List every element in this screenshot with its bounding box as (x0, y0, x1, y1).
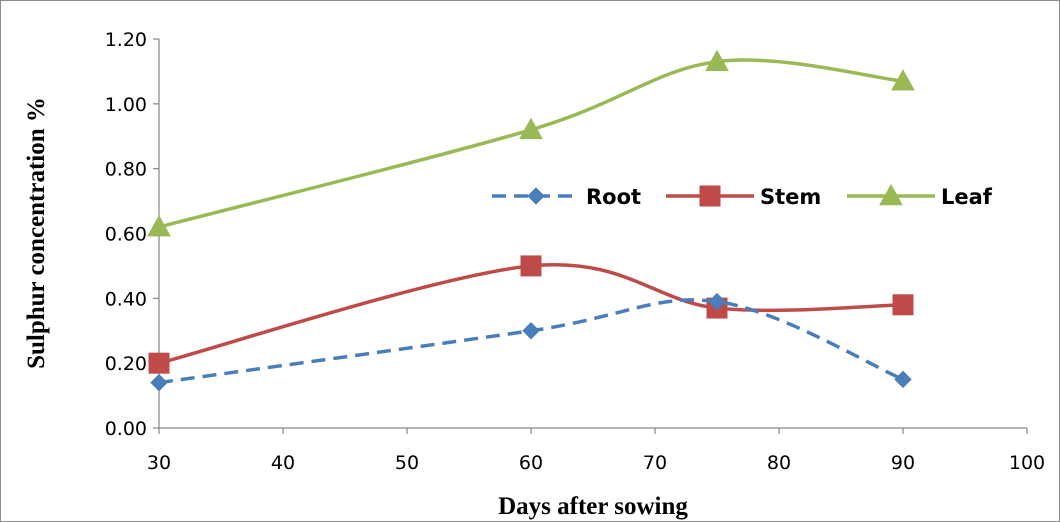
data-point-leaf (147, 214, 171, 237)
legend-label-root: Root (586, 185, 641, 209)
x-tick-label: 50 (395, 452, 419, 474)
legend-label-leaf: Leaf (941, 185, 993, 209)
series-layer (147, 49, 915, 392)
y-tick-label: 0.20 (105, 353, 147, 375)
legend-marker-root (527, 187, 545, 205)
y-tick-label: 1.20 (105, 29, 147, 51)
legend-item-root: Root (492, 185, 641, 209)
data-point-leaf (519, 117, 543, 140)
data-point-leaf (705, 49, 729, 71)
y-tick-label: 0.60 (105, 224, 147, 246)
series-leaf (147, 49, 915, 237)
x-axis-title: Days after sowing (498, 493, 688, 520)
series-line-leaf (158, 58, 904, 229)
y-axis-title: Sulphur concentration % (23, 97, 50, 369)
data-point-stem (148, 352, 170, 374)
x-tick-label: 80 (767, 452, 791, 474)
legend-label-stem: Stem (760, 185, 821, 209)
data-point-leaf (891, 69, 915, 91)
x-tick-label: 70 (643, 452, 667, 474)
x-tick-label: 60 (519, 452, 543, 474)
legend-item-stem: Stem (666, 185, 821, 209)
axes: 0.00 0.20 0.40 0.60 0.80 1.00 1.20 30 40 50 60 70 80… (105, 29, 1045, 474)
y-tick-label: 0.40 (105, 288, 147, 310)
data-point-root (522, 322, 540, 340)
y-tick-label: 1.00 (105, 94, 147, 116)
legend-marker-leaf (879, 183, 903, 206)
y-tick-label: 0.80 (105, 159, 147, 181)
legend: Root Stem Leaf (492, 183, 993, 209)
series-line-stem (158, 263, 904, 365)
x-tick-label: 90 (891, 452, 915, 474)
series-root (150, 292, 912, 392)
x-tick-label: 100 (1009, 452, 1045, 474)
data-point-root (150, 373, 168, 392)
data-point-stem (892, 294, 914, 316)
y-tick-label: 0.00 (105, 418, 147, 440)
x-tick-label: 30 (147, 452, 171, 474)
legend-item-leaf: Leaf (847, 183, 993, 209)
legend-marker-stem (699, 185, 721, 207)
data-point-root (894, 370, 912, 389)
data-point-stem (520, 255, 542, 277)
x-tick-label: 40 (271, 452, 295, 474)
series-stem (148, 255, 914, 374)
data-point-root (708, 292, 726, 311)
series-line-root (158, 298, 904, 385)
